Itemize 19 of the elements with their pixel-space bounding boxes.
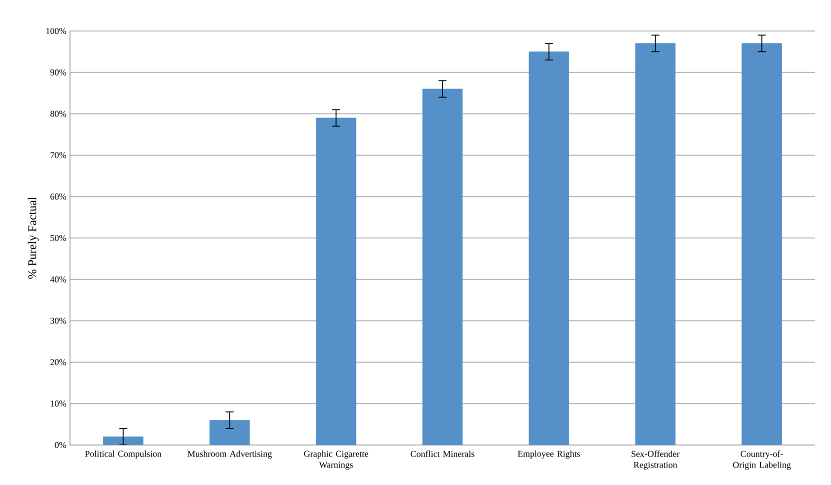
- y-tick-label: 60%: [50, 194, 66, 200]
- y-tick-label: 10%: [50, 400, 66, 407]
- y-tick-label: 80%: [50, 110, 66, 117]
- y-tick-label: 90%: [50, 69, 66, 76]
- x-tick-label: Country-of-Origin Labeling: [733, 450, 791, 470]
- y-tick-label: 100%: [46, 28, 66, 34]
- y-tick-label: 20%: [50, 359, 66, 366]
- x-tick-label: Employee Rights: [518, 450, 580, 459]
- x-tick-label: Mushroom Advertising: [188, 450, 272, 459]
- y-tick-label: 50%: [50, 234, 66, 242]
- y-tick-label: 30%: [50, 318, 66, 324]
- y-tick-label: 70%: [50, 152, 66, 158]
- x-tick-label: Graphic Cigarette Warnings: [304, 450, 368, 470]
- x-tick-label: Conflict Minerals: [410, 450, 474, 457]
- y-axis-title: % Purely Factual: [28, 197, 39, 279]
- x-tick-label: Sex-Offender Registration: [632, 450, 680, 470]
- x-tick-label: Political Compulsion: [85, 450, 162, 459]
- y-tick-label: 0%: [54, 442, 66, 448]
- y-tick-label: 40%: [50, 276, 66, 282]
